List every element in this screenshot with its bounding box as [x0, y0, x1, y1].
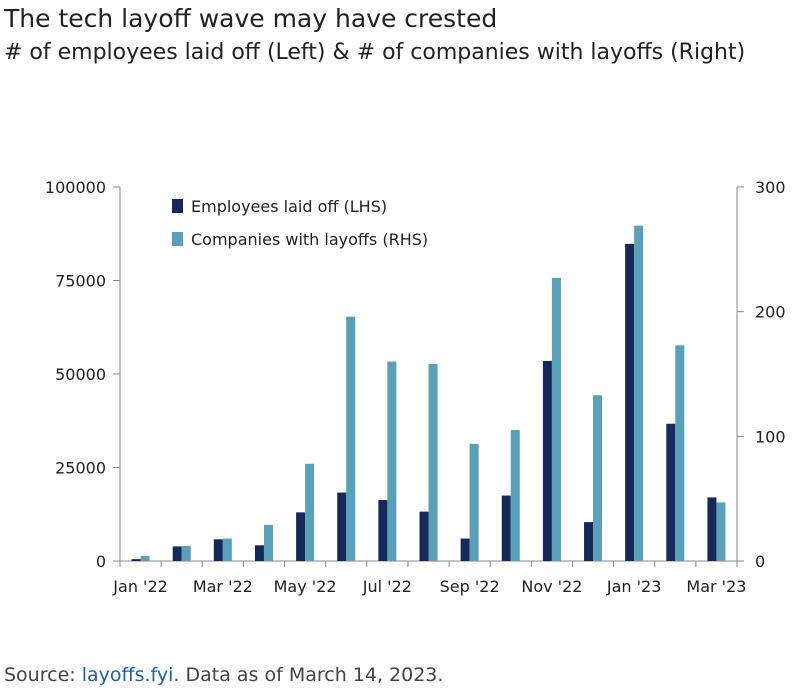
- bar-employees-laid-off: [542, 360, 552, 561]
- bar-companies-with-layoffs: [305, 463, 315, 561]
- bar-companies-with-layoffs: [675, 345, 685, 561]
- bar-companies-with-layoffs: [387, 361, 397, 561]
- bar-companies-with-layoffs: [510, 430, 520, 561]
- legend-label: Employees laid off (LHS): [191, 197, 387, 216]
- legend-label: Companies with layoffs (RHS): [191, 230, 428, 249]
- bar-companies-with-layoffs: [181, 546, 191, 561]
- bar-employees-laid-off: [337, 492, 347, 561]
- x-tick-label: Nov '22: [521, 577, 582, 596]
- bar-employees-laid-off: [419, 511, 429, 561]
- left-tick-label: 100000: [45, 178, 106, 197]
- chart-legend: Employees laid off (LHS) Companies with l…: [172, 197, 428, 249]
- x-tick-label: Jan '23: [606, 577, 662, 596]
- source-link[interactable]: layoffs.fyi: [81, 664, 174, 686]
- source-label: Source:: [4, 664, 82, 686]
- chart-subtitle: # of employees laid off (Left) & # of co…: [4, 40, 746, 65]
- bar-employees-laid-off: [131, 559, 141, 561]
- bar-companies-with-layoffs: [634, 225, 644, 561]
- chart-title: The tech layoff wave may have crested: [4, 4, 498, 33]
- source-note: Source: layoffs.fyi. Data as of March 14…: [4, 662, 443, 688]
- bar-companies-with-layoffs: [263, 524, 273, 561]
- bar-companies-with-layoffs: [428, 364, 438, 561]
- x-tick-label: Jan '22: [112, 577, 168, 596]
- source-date-note: . Data as of March 14, 2023.: [173, 664, 444, 686]
- left-tick-label: 50000: [55, 365, 106, 384]
- bar-companies-with-layoffs: [593, 395, 603, 561]
- bar-employees-laid-off: [460, 538, 470, 561]
- bar-companies-with-layoffs: [222, 538, 232, 561]
- chart-axes: 0 25000 50000 75000 100000 0 100 200 300 Jan '22 M…: [45, 178, 786, 596]
- x-tick-label: Jul '22: [362, 577, 412, 596]
- x-tick-label: Mar '23: [686, 577, 746, 596]
- bar-employees-laid-off: [584, 522, 594, 561]
- left-tick-label: 75000: [55, 272, 106, 291]
- x-tick-label: Mar '22: [193, 577, 253, 596]
- right-tick-label: 100: [755, 427, 786, 446]
- bar-companies-with-layoffs: [469, 443, 479, 561]
- right-tick-label: 200: [755, 303, 786, 322]
- bar-employees-laid-off: [666, 423, 676, 561]
- chart-bars: [131, 225, 726, 561]
- bar-employees-laid-off: [625, 243, 635, 561]
- x-tick-label: May '22: [274, 577, 337, 596]
- bar-companies-with-layoffs: [346, 316, 356, 561]
- bar-employees-laid-off: [707, 497, 717, 561]
- bar-employees-laid-off: [213, 539, 223, 561]
- x-tick-label: Sep '22: [440, 577, 500, 596]
- right-tick-label: 0: [755, 552, 765, 571]
- bar-employees-laid-off: [254, 545, 264, 561]
- legend-swatch: [172, 232, 183, 246]
- bar-employees-laid-off: [378, 500, 388, 561]
- bar-employees-laid-off: [296, 512, 306, 561]
- bar-employees-laid-off: [501, 495, 511, 561]
- left-tick-label: 25000: [55, 459, 106, 478]
- bar-companies-with-layoffs: [716, 502, 726, 561]
- left-tick-label: 0: [96, 552, 106, 571]
- right-tick-label: 300: [755, 178, 786, 197]
- bar-companies-with-layoffs: [551, 278, 561, 561]
- bar-employees-laid-off: [172, 546, 182, 561]
- bar-chart: 0 25000 50000 75000 100000 0 100 200 300 Jan '22 M…: [45, 178, 786, 596]
- bar-companies-with-layoffs: [140, 556, 150, 561]
- legend-swatch: [172, 199, 183, 213]
